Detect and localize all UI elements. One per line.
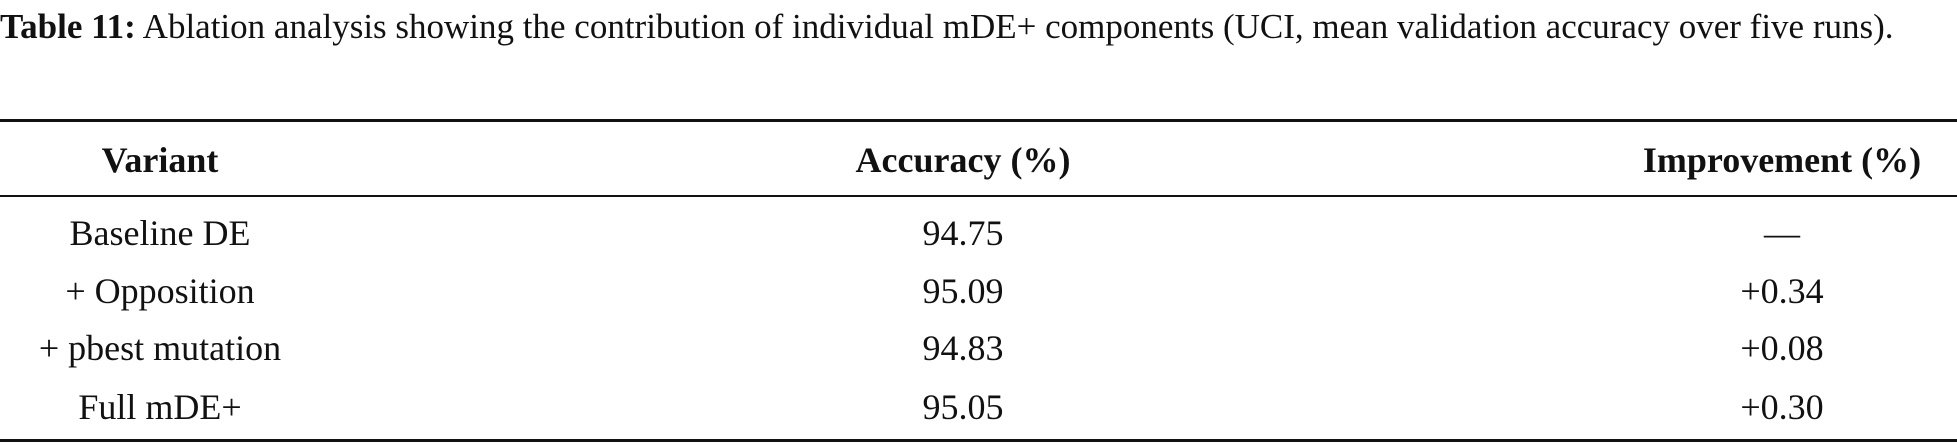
header-cell: Improvement (%) <box>1642 140 1922 180</box>
header-cell: Accuracy (%) <box>855 140 1071 180</box>
table-cell: 94.83 <box>922 328 1004 368</box>
table-caption: Table 11: Ablation analysis showing the … <box>0 6 1950 48</box>
table-cell: +0.34 <box>1740 271 1824 311</box>
table-cell: 95.05 <box>922 387 1004 427</box>
caption-text: Ablation analysis showing the contributi… <box>142 7 1894 46</box>
table-cell: 95.09 <box>922 271 1004 311</box>
table-cell: 94.75 <box>922 213 1004 253</box>
table-cell: Baseline DE <box>69 213 251 253</box>
bottom-rule <box>0 439 1957 442</box>
top-rule <box>0 119 1957 122</box>
table-cell: +0.08 <box>1740 328 1824 368</box>
caption-label: Table 11: <box>0 7 136 46</box>
table-cell: — <box>1764 213 1800 253</box>
table-cell: + pbest mutation <box>38 328 282 368</box>
table-cell: Full mDE+ <box>78 387 242 427</box>
table-cell: +0.30 <box>1740 387 1824 427</box>
header-cell: Variant <box>101 140 219 180</box>
table-cell: + Opposition <box>65 271 255 311</box>
header-rule <box>0 195 1957 197</box>
